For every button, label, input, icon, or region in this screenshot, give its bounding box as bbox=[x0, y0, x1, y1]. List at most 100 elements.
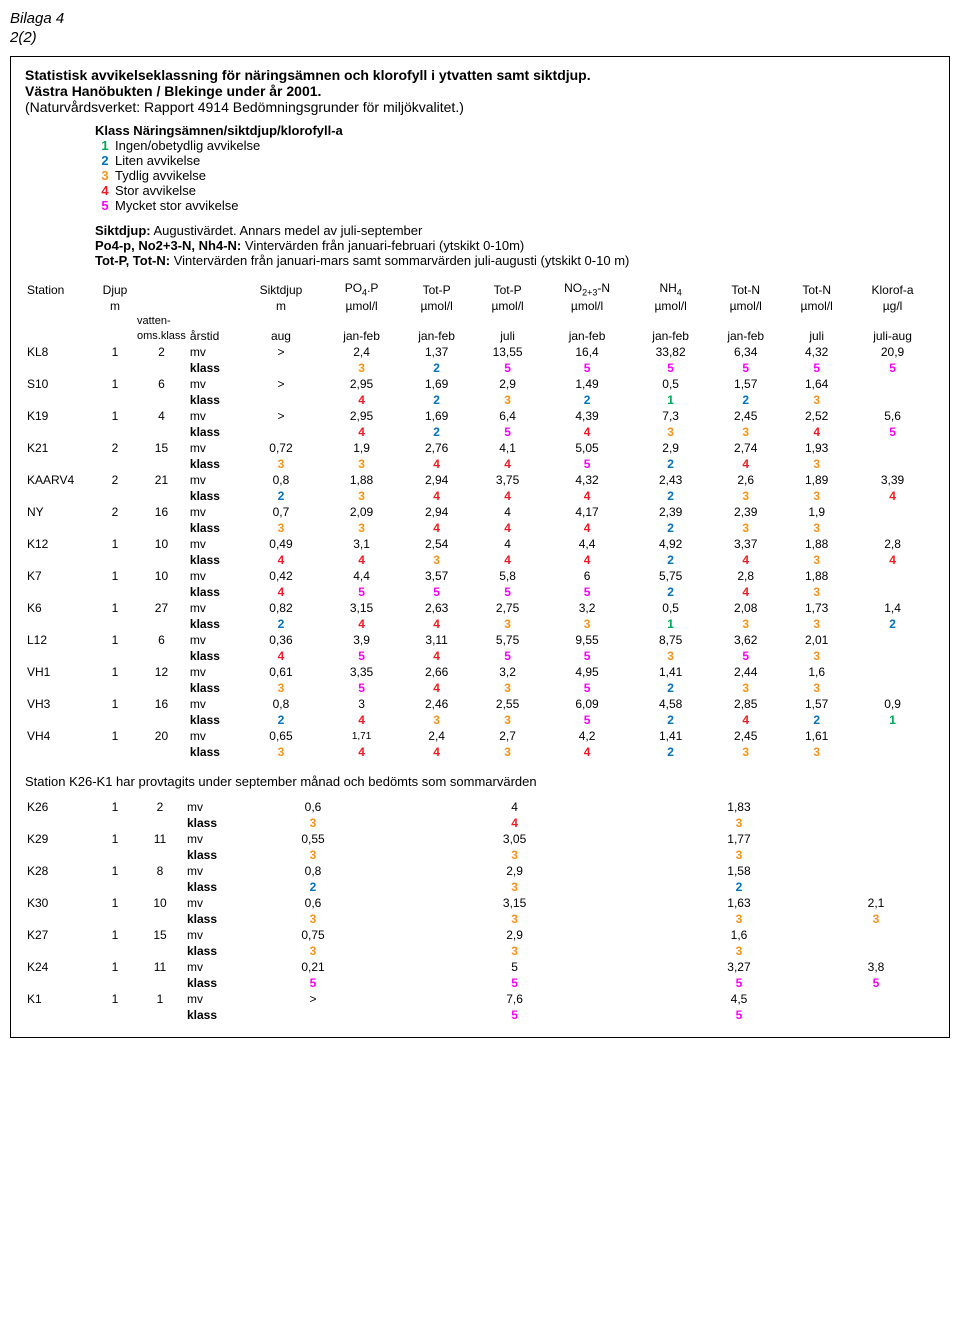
cell bbox=[850, 440, 935, 456]
cell: 12 bbox=[135, 664, 188, 680]
cell: klass bbox=[185, 975, 235, 991]
cell bbox=[593, 927, 616, 943]
cell: 1 bbox=[850, 712, 935, 728]
cell: 5,05 bbox=[541, 440, 633, 456]
cell: 0,21 bbox=[235, 959, 391, 975]
col-period: jan-feb bbox=[399, 328, 474, 344]
cell bbox=[95, 488, 135, 504]
cell bbox=[135, 712, 188, 728]
cell: 3,75 bbox=[474, 472, 541, 488]
cell bbox=[850, 456, 935, 472]
cell: 3,9 bbox=[324, 632, 399, 648]
cell: mv bbox=[185, 991, 235, 1007]
cell bbox=[615, 895, 638, 911]
cell: mv bbox=[185, 863, 235, 879]
table-header-row: oms.klassårstidaugjan-febjan-febjulijan-… bbox=[25, 328, 935, 344]
cell: 2 bbox=[783, 712, 850, 728]
cell: 1,71 bbox=[324, 728, 399, 744]
cell: 4 bbox=[474, 536, 541, 552]
cell: 0,5 bbox=[633, 600, 708, 616]
cell bbox=[638, 959, 661, 975]
cell bbox=[135, 744, 188, 760]
cell: 1,58 bbox=[661, 863, 817, 879]
cell: 16 bbox=[135, 696, 188, 712]
cell: 1,6 bbox=[661, 927, 817, 943]
table-row: klass232 bbox=[25, 879, 935, 895]
table-row: L1216mv0,363,93,115,759,558,753,622,01 bbox=[25, 632, 935, 648]
table-row: klass5555 bbox=[25, 975, 935, 991]
cell bbox=[817, 863, 935, 879]
cell bbox=[615, 863, 638, 879]
table-row: K2612mv0,641,83 bbox=[25, 799, 935, 815]
cell: 13,55 bbox=[474, 344, 541, 360]
cell: 5,6 bbox=[850, 408, 935, 424]
cell: 4 bbox=[437, 799, 593, 815]
cell: 1,49 bbox=[541, 376, 633, 392]
table-row: klass32555555 bbox=[25, 360, 935, 376]
klass-number: 1 bbox=[95, 138, 115, 153]
cell: 5 bbox=[474, 584, 541, 600]
cell bbox=[391, 815, 414, 831]
cell bbox=[414, 879, 437, 895]
cell bbox=[95, 975, 135, 991]
cell bbox=[135, 520, 188, 536]
cell: klass bbox=[188, 584, 238, 600]
cell: 5 bbox=[817, 975, 935, 991]
cell: NY bbox=[25, 504, 95, 520]
cell: 2,9 bbox=[474, 376, 541, 392]
cell bbox=[638, 815, 661, 831]
table-row: K21215mv0,721,92,764,15,052,92,741,93 bbox=[25, 440, 935, 456]
cell bbox=[593, 911, 616, 927]
col-header: Station bbox=[25, 280, 95, 298]
cell: 0,6 bbox=[235, 895, 391, 911]
cell: 0,49 bbox=[238, 536, 324, 552]
cell: 3,2 bbox=[541, 600, 633, 616]
cell: 1 bbox=[633, 616, 708, 632]
cell bbox=[638, 943, 661, 959]
cell bbox=[638, 831, 661, 847]
cell bbox=[414, 799, 437, 815]
cell: 4 bbox=[324, 424, 399, 440]
cell: 10 bbox=[135, 568, 188, 584]
cell: 3,11 bbox=[399, 632, 474, 648]
cell: 5 bbox=[708, 360, 783, 376]
cell bbox=[238, 424, 324, 440]
col-unit: µmol/l bbox=[324, 298, 399, 314]
cell bbox=[593, 975, 616, 991]
cell: mv bbox=[188, 664, 238, 680]
cell bbox=[850, 584, 935, 600]
cell: 4,4 bbox=[541, 536, 633, 552]
cell: 2,1 bbox=[817, 895, 935, 911]
cell: 5 bbox=[324, 680, 399, 696]
cell bbox=[817, 991, 935, 1007]
cell bbox=[391, 927, 414, 943]
cell: 0,8 bbox=[238, 696, 324, 712]
cell: 2,39 bbox=[633, 504, 708, 520]
cell: 5 bbox=[324, 584, 399, 600]
cell: 2,85 bbox=[708, 696, 783, 712]
cell bbox=[25, 584, 95, 600]
col-header: Tot-P bbox=[474, 280, 541, 298]
cell: 4 bbox=[324, 392, 399, 408]
cell: 2,44 bbox=[708, 664, 783, 680]
cell bbox=[95, 1007, 135, 1023]
col-period: jan-feb bbox=[541, 328, 633, 344]
cell: 11 bbox=[135, 959, 185, 975]
cell: mv bbox=[188, 472, 238, 488]
cell: 1,57 bbox=[708, 376, 783, 392]
siktdjup-line: Tot-P, Tot-N: Vintervärden från januari-… bbox=[95, 253, 935, 268]
cell bbox=[25, 488, 95, 504]
cell bbox=[615, 911, 638, 927]
col-unit: m bbox=[95, 298, 135, 314]
cell bbox=[95, 392, 135, 408]
cell bbox=[25, 943, 95, 959]
cell: 4 bbox=[399, 616, 474, 632]
cell: klass bbox=[188, 744, 238, 760]
cell: 4,4 bbox=[324, 568, 399, 584]
col-period: oms.klass bbox=[135, 328, 188, 344]
cell: 2 bbox=[95, 504, 135, 520]
cell bbox=[593, 799, 616, 815]
cell bbox=[391, 831, 414, 847]
cell: 1 bbox=[95, 728, 135, 744]
cell: 4 bbox=[541, 744, 633, 760]
